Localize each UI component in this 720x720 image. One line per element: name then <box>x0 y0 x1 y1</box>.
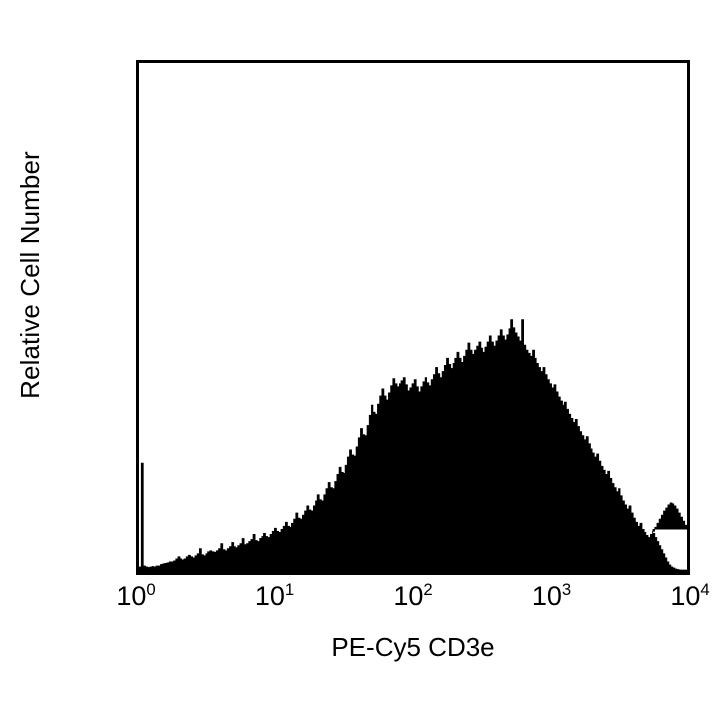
x-tick-label-0: 100 <box>116 580 156 611</box>
y-axis-label-text: Relative Cell Number <box>14 151 45 399</box>
x-tick-label-2: 102 <box>393 580 433 611</box>
x-tick-mantissa-4: 10 <box>670 581 701 611</box>
x-tick-label-3: 103 <box>531 580 572 611</box>
x-tick-label-1: 101 <box>254 580 295 611</box>
histogram-fill-path <box>139 319 687 572</box>
x-tick-mantissa-1: 10 <box>254 581 285 611</box>
x-tick-label-4: 104 <box>670 580 710 611</box>
x-tick-mantissa-0: 10 <box>116 581 147 611</box>
histogram-series <box>139 319 687 572</box>
x-tick-exponent-3: 3 <box>561 580 572 599</box>
x-axis-label-text: PE-Cy5 CD3e <box>331 632 495 662</box>
x-axis-ticks: 100 101 102 103 104 <box>0 580 720 625</box>
x-tick-exponent-4: 4 <box>700 580 710 599</box>
x-tick-mantissa-2: 10 <box>393 581 424 611</box>
x-tick-mantissa-3: 10 <box>531 581 562 611</box>
x-axis-label: PE-Cy5 CD3e <box>136 632 690 663</box>
x-tick-exponent-0: 0 <box>146 580 156 599</box>
plot-area <box>136 60 690 575</box>
x-tick-exponent-2: 2 <box>423 580 433 599</box>
x-tick-exponent-1: 1 <box>284 580 295 599</box>
